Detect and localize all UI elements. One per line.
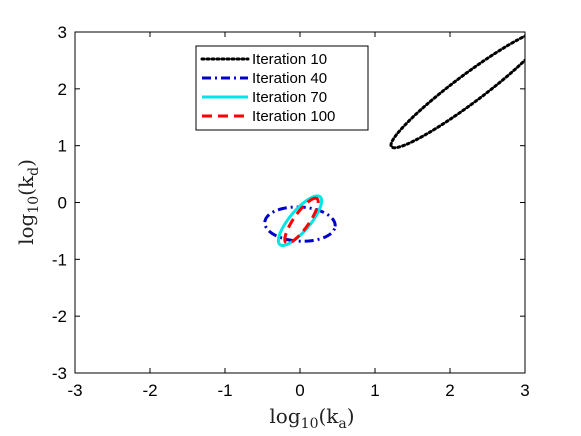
legend-label: Iteration 10 — [252, 51, 327, 68]
legend-label: Iteration 100 — [252, 108, 335, 125]
x-tick-label: -2 — [142, 381, 157, 400]
series-curve-1 — [389, 34, 525, 150]
ellipse-curves — [263, 34, 525, 247]
y-tick-label: -3 — [52, 364, 67, 383]
x-tick-label: -1 — [217, 381, 232, 400]
axis-ticks: -3 -2 -1 0 1 2 3 -3 -2 -1 0 1 2 3 — [52, 23, 530, 400]
legend: Iteration 10 Iteration 40 Iteration 70 Iter… — [195, 45, 369, 131]
y-tick-label: 2 — [58, 80, 67, 99]
y-tick-label: -2 — [52, 307, 67, 326]
x-tick-label: 3 — [520, 381, 529, 400]
x-axis-label: log10(ka) — [269, 404, 354, 432]
y-tick-label: -1 — [52, 250, 67, 269]
y-tick-label: 0 — [58, 194, 67, 213]
y-tick-label: 1 — [58, 137, 67, 156]
legend-label: Iteration 70 — [252, 89, 327, 106]
x-tick-label: 2 — [445, 381, 454, 400]
x-tick-label: -3 — [67, 381, 82, 400]
y-tick-label: 3 — [58, 23, 67, 42]
y-axis-label: log10(kd) — [14, 159, 42, 245]
x-tick-label: 0 — [295, 381, 304, 400]
series-curve-4 — [283, 196, 320, 245]
x-tick-label: 1 — [370, 381, 379, 400]
series-curve-3 — [276, 194, 324, 247]
legend-label: Iteration 40 — [252, 70, 327, 87]
